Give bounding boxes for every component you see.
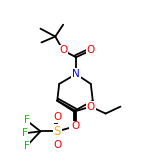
Text: O: O [71,121,79,131]
Text: S: S [54,125,61,138]
Text: O: O [87,102,95,112]
Text: O: O [70,121,78,131]
Text: F: F [24,141,30,151]
Text: O: O [87,45,95,55]
Text: F: F [22,128,28,138]
Text: O: O [53,140,61,150]
Text: N: N [72,69,80,79]
Text: O: O [59,45,67,55]
Text: O: O [53,112,61,123]
Text: F: F [24,116,30,125]
